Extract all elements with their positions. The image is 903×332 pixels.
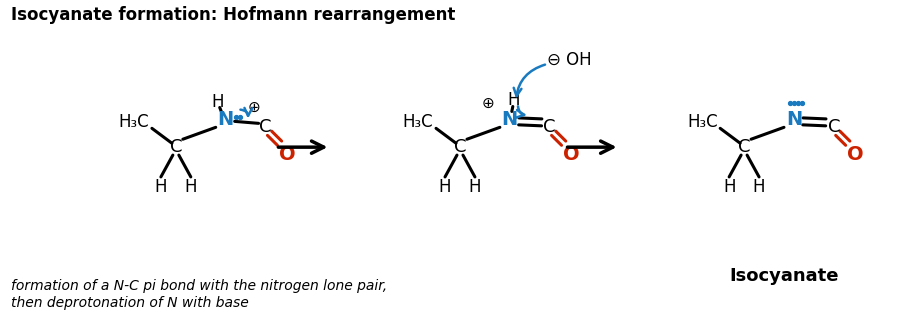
Text: C: C bbox=[826, 118, 839, 136]
Text: H₃C: H₃C bbox=[403, 113, 433, 131]
Text: N: N bbox=[785, 110, 801, 129]
Text: N: N bbox=[501, 110, 517, 129]
Text: ⊖ OH: ⊖ OH bbox=[546, 51, 591, 69]
Text: C: C bbox=[737, 138, 749, 156]
Text: H₃C: H₃C bbox=[686, 113, 717, 131]
Text: ⊕: ⊕ bbox=[481, 96, 494, 111]
Text: C: C bbox=[170, 138, 182, 156]
Text: H: H bbox=[184, 178, 197, 196]
Text: formation of a N-C pi bond with the nitrogen lone pair,: formation of a N-C pi bond with the nitr… bbox=[12, 279, 387, 293]
Text: H: H bbox=[507, 91, 519, 109]
Text: N: N bbox=[218, 110, 234, 129]
Text: H: H bbox=[752, 178, 765, 196]
Text: C: C bbox=[259, 118, 272, 136]
Text: H: H bbox=[438, 178, 451, 196]
Text: H: H bbox=[468, 178, 480, 196]
Text: H₃C: H₃C bbox=[118, 113, 149, 131]
Text: Isocyanate formation: Hofmann rearrangement: Isocyanate formation: Hofmann rearrangem… bbox=[12, 6, 455, 24]
Text: O: O bbox=[846, 145, 863, 164]
Text: ⊕: ⊕ bbox=[247, 100, 260, 115]
Text: O: O bbox=[563, 145, 580, 164]
Text: C: C bbox=[453, 138, 466, 156]
Text: Isocyanate: Isocyanate bbox=[729, 267, 838, 285]
Text: H: H bbox=[211, 93, 224, 111]
Text: then deprotonation of N with base: then deprotonation of N with base bbox=[12, 296, 249, 310]
Text: C: C bbox=[543, 118, 555, 136]
Text: O: O bbox=[279, 145, 295, 164]
Text: H: H bbox=[154, 178, 167, 196]
Text: H: H bbox=[722, 178, 734, 196]
